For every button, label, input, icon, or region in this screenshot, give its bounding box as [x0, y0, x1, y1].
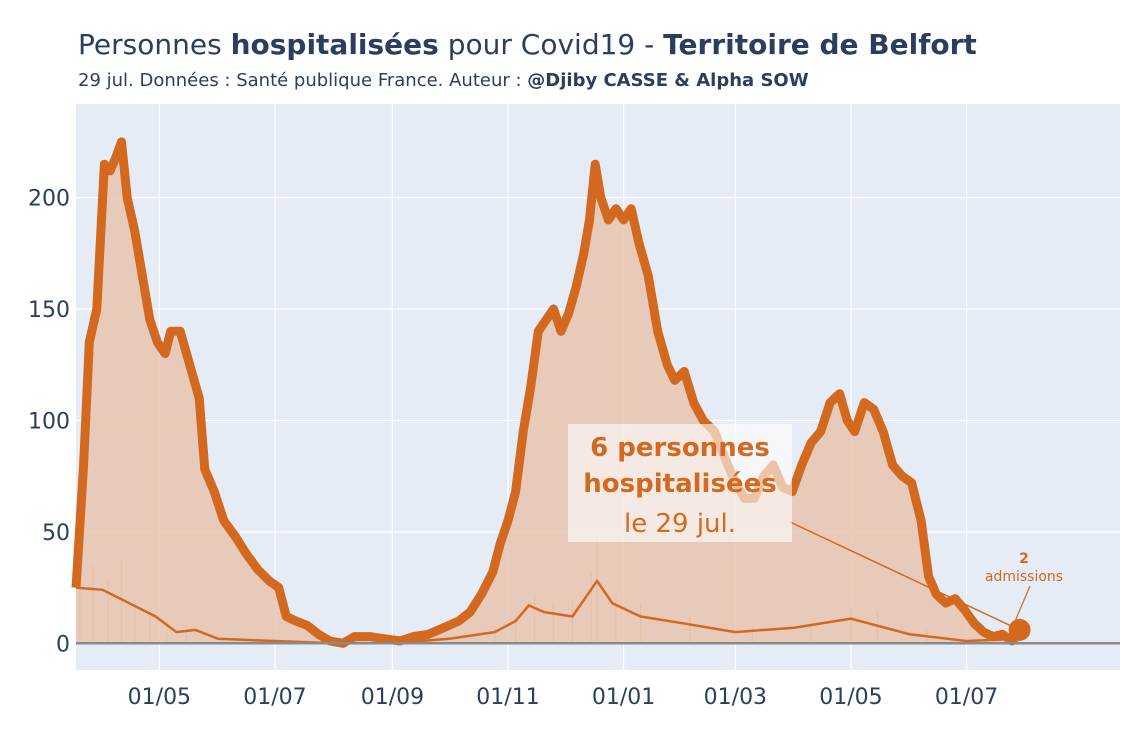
annotation-box — [568, 424, 792, 542]
x-tick-label: 01/11 — [476, 685, 539, 710]
y-tick-label: 0 — [56, 632, 70, 657]
chart-title: Personnes hospitalisées pour Covid19 - T… — [78, 28, 977, 61]
chart-subtitle: 29 jul. Données : Santé publique France.… — [78, 70, 809, 91]
y-axis-ticks: 0 50 100 150 200 — [28, 187, 70, 658]
annotation-line2: hospitalisées — [583, 469, 776, 499]
admissions-arrow — [1015, 585, 1031, 621]
admissions-value: 2 — [1019, 551, 1029, 567]
y-tick-label: 150 — [28, 298, 70, 323]
annotation-line1: 6 personnes — [590, 433, 770, 463]
x-tick-label: 01/01 — [592, 685, 655, 710]
x-tick-label: 01/07 — [935, 685, 998, 710]
y-tick-label: 100 — [28, 409, 70, 434]
last-point-marker — [1008, 618, 1031, 641]
x-tick-label: 01/09 — [361, 685, 424, 710]
admissions-label: admissions — [985, 569, 1063, 585]
x-tick-label: 01/05 — [128, 685, 191, 710]
x-tick-label: 01/03 — [704, 685, 767, 710]
admissions-line — [75, 578, 1020, 645]
annotation-arrow — [789, 521, 1020, 631]
y-tick-label: 50 — [42, 521, 70, 546]
hospitalisations-line — [71, 137, 1024, 648]
annotation-line3: le 29 jul. — [624, 509, 736, 539]
x-tick-label: 01/05 — [819, 685, 882, 710]
x-axis-ticks: 01/05 01/07 01/09 01/11 01/01 01/03 01/05 01/07 — [128, 685, 999, 710]
y-tick-label: 200 — [28, 187, 70, 212]
x-tick-label: 01/07 — [243, 685, 306, 710]
